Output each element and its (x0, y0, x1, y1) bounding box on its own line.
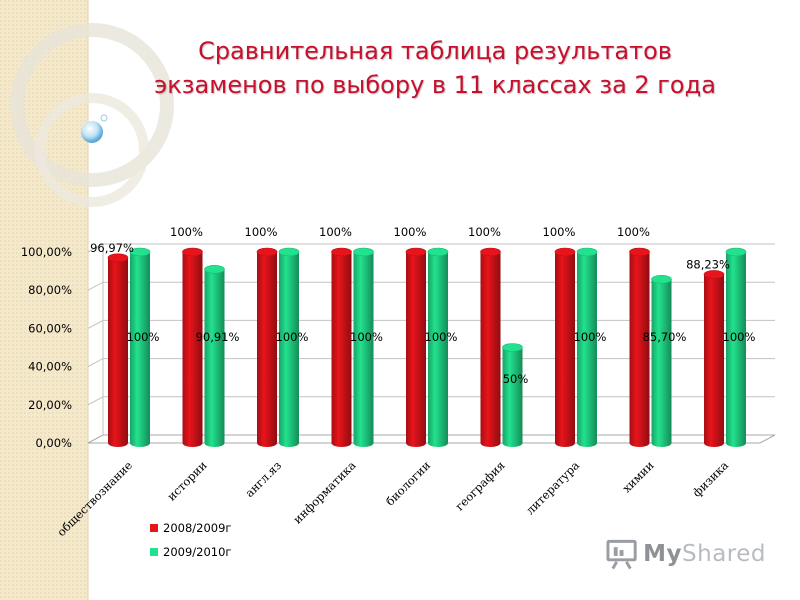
bar-2009 (576, 247, 598, 447)
data-label-2008: 100% (319, 225, 352, 239)
bar-2009 (427, 247, 449, 447)
logo-wordmark: MyShared (643, 541, 766, 567)
chart-data-labels: 96,97% 100% 100% 90,91% 100% 100% 100% 100% 100%… (90, 225, 755, 386)
bar-2009 (129, 247, 151, 447)
bar-2008 (480, 247, 501, 447)
data-label-2009: 50% (503, 372, 529, 386)
data-label-2008: 100% (245, 225, 278, 239)
bar-2008 (107, 253, 129, 447)
data-label-2008: 100% (468, 225, 501, 239)
legend-label-2008: 2008/2009г (163, 521, 231, 535)
data-label-2009: 100% (276, 330, 309, 344)
y-tick-label: 60,00% (28, 321, 72, 335)
bar-2009 (502, 343, 523, 447)
page-title-line-1: Сравнительная таблица результатов (198, 37, 672, 65)
bar-2008 (256, 247, 278, 447)
category-label: химии (620, 458, 657, 495)
data-label-2008: 100% (543, 225, 576, 239)
category-label: англ.яз (242, 458, 284, 500)
category-label: истории (164, 458, 210, 504)
data-label-2009: 100% (723, 330, 756, 344)
watermark-logo: MyShared (606, 537, 766, 571)
page-title-line-2: экзаменов по выбору в 11 классах за 2 го… (154, 71, 716, 99)
category-label: литература (523, 458, 582, 517)
presentation-board-icon (606, 539, 637, 570)
logo-brand-prefix: My (643, 541, 683, 567)
legend-label-2009: 2009/2010г (163, 545, 231, 559)
y-tick-label: 0,00% (35, 436, 72, 450)
category-label: физика (690, 458, 732, 500)
data-label-2009: 100% (574, 330, 607, 344)
chart-floor-edge (88, 434, 776, 444)
bar-2009 (353, 247, 374, 447)
chart-legend: 2008/2009г 2009/2010г (150, 521, 231, 559)
bar-2008 (405, 247, 427, 447)
decor-ring-small (35, 93, 149, 207)
bar-2008 (703, 270, 725, 447)
legend-swatch-2009 (150, 548, 158, 556)
y-tick-label: 40,00% (28, 360, 72, 374)
decor-bubble-large (81, 121, 103, 143)
data-label-2009: 85,70% (643, 330, 687, 344)
data-label-2008: 96,97% (90, 241, 134, 255)
category-label: география (453, 458, 508, 513)
decor-bubble-small (100, 114, 108, 122)
data-label-2009: 100% (425, 330, 458, 344)
y-tick-label: 20,00% (28, 398, 72, 412)
bar-2008 (629, 247, 650, 447)
bar-2009 (204, 265, 225, 447)
y-axis-ticks: 0,00% 20,00% 40,00% 60,00% 80,00% 100,00% (21, 245, 72, 450)
y-tick-label: 100,00% (21, 245, 72, 259)
data-label-2008: 100% (617, 225, 650, 239)
category-label: обществознание (54, 458, 135, 539)
bar-2008 (331, 247, 352, 447)
chart-gridlines (87, 243, 776, 444)
bar-2008 (554, 247, 576, 447)
bar-2009 (651, 275, 672, 447)
data-label-2008: 88,23% (686, 257, 730, 271)
data-label-2008: 100% (170, 225, 203, 239)
logo-brand-suffix: Shared (682, 541, 766, 567)
category-label: информатика (290, 458, 358, 526)
legend-swatch-2008 (150, 524, 158, 532)
data-label-2008: 100% (394, 225, 427, 239)
category-label: биологии (383, 458, 434, 509)
data-label-2009: 100% (350, 330, 383, 344)
bar-2009 (725, 247, 747, 447)
data-label-2009: 90,91% (196, 330, 240, 344)
page-title: Сравнительная таблица результатов экзаме… (90, 34, 780, 102)
data-label-2009: 100% (127, 330, 160, 344)
y-tick-label: 80,00% (28, 283, 72, 297)
chart-bars (107, 247, 747, 447)
bar-2009 (278, 247, 300, 447)
bar-2008 (182, 247, 203, 447)
decor-ring-large (10, 23, 174, 187)
